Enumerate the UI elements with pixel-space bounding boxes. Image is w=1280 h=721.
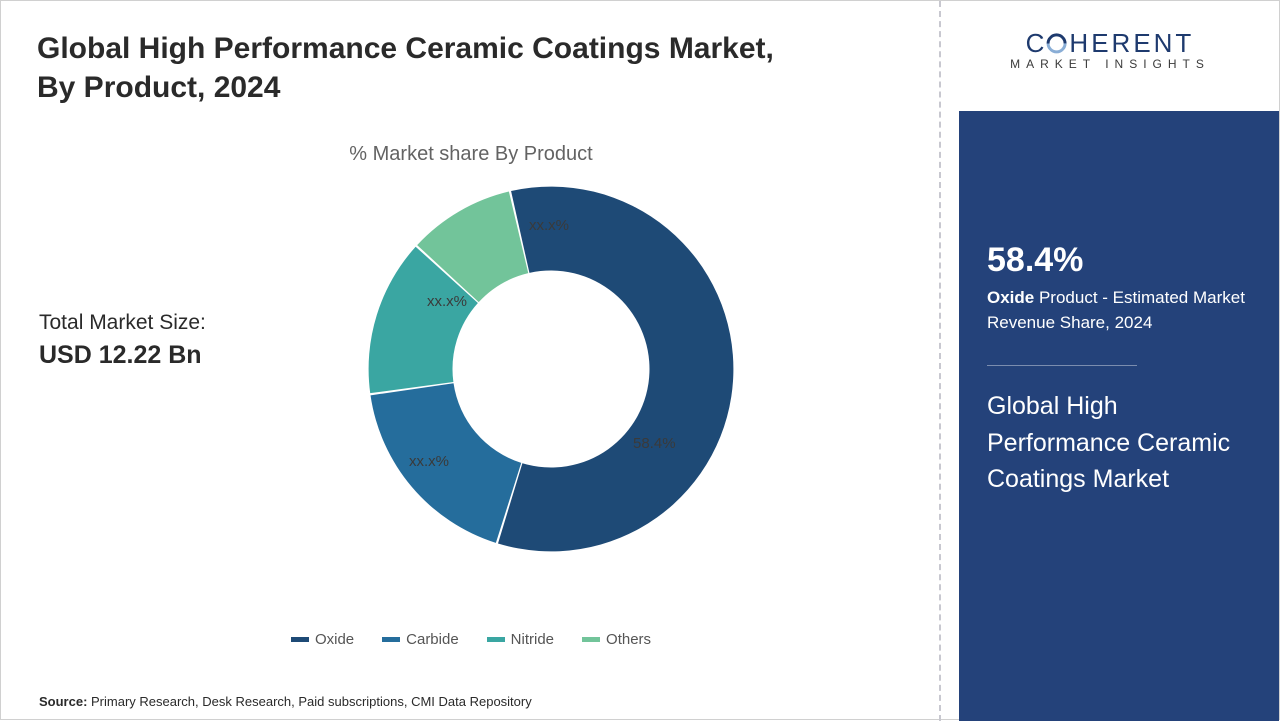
legend-swatch — [382, 637, 400, 642]
market-size-value: USD 12.22 Bn — [39, 341, 202, 370]
logo-wordmark: CHERENT — [1010, 28, 1210, 59]
legend-item-carbide: Carbide — [382, 631, 459, 648]
panel-title: Global High Performance Ceramic Coatings… — [987, 388, 1251, 497]
donut-slice-oxide — [498, 187, 733, 552]
highlight-description: Oxide Product - Estimated Market Revenue… — [987, 286, 1251, 335]
chart-legend: Oxide Carbide Nitride Others — [1, 631, 941, 648]
slice-label-nitride: xx.x% — [427, 293, 467, 310]
logo: CHERENT MARKET INSIGHTS — [941, 1, 1279, 97]
highlight-percent: 58.4% — [987, 241, 1251, 280]
market-size-label: Total Market Size: — [39, 311, 206, 335]
legend-label: Others — [606, 631, 651, 648]
source-prefix: Source: — [39, 694, 91, 709]
legend-label: Oxide — [315, 631, 354, 648]
side-panel: CHERENT MARKET INSIGHTS 58.4% Oxide Prod… — [939, 1, 1279, 721]
slice-label-carbide: xx.x% — [409, 453, 449, 470]
source-text: Primary Research, Desk Research, Paid su… — [91, 694, 532, 709]
main-content: Global High Performance Ceramic Coatings… — [1, 1, 941, 721]
logo-o-icon — [1043, 29, 1071, 57]
legend-swatch — [487, 637, 505, 642]
logo-tagline: MARKET INSIGHTS — [1010, 57, 1210, 71]
slice-label-oxide: 58.4% — [633, 435, 676, 452]
chart-subtitle: % Market share By Product — [1, 143, 941, 166]
legend-item-others: Others — [582, 631, 651, 648]
donut-chart: 58.4% xx.x% xx.x% xx.x% — [361, 179, 741, 559]
highlight-desc-bold: Oxide — [987, 288, 1034, 307]
slice-label-others: xx.x% — [529, 217, 569, 234]
donut-svg — [361, 179, 741, 559]
logo-top-text: HERENT — [1069, 28, 1194, 58]
legend-swatch — [291, 637, 309, 642]
source-citation: Source: Primary Research, Desk Research,… — [39, 694, 532, 709]
chart-title: Global High Performance Ceramic Coatings… — [37, 29, 817, 107]
divider — [987, 365, 1137, 366]
legend-item-nitride: Nitride — [487, 631, 554, 648]
highlight-box: 58.4% Oxide Product - Estimated Market R… — [959, 111, 1279, 721]
legend-label: Nitride — [511, 631, 554, 648]
legend-item-oxide: Oxide — [291, 631, 354, 648]
legend-swatch — [582, 637, 600, 642]
legend-label: Carbide — [406, 631, 459, 648]
